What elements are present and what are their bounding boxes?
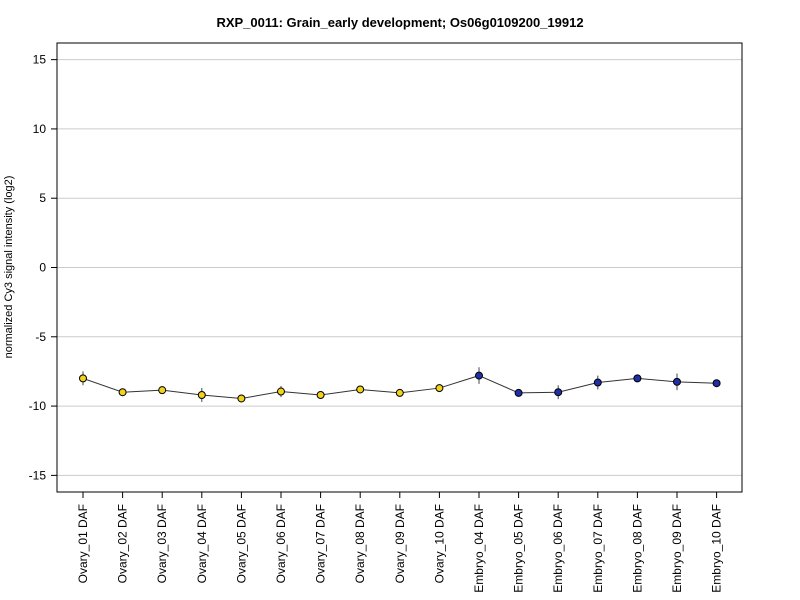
y-tick-label: -10 <box>29 399 47 413</box>
x-tick-label: Embryo_05 DAF <box>512 504 526 593</box>
data-point <box>593 378 602 387</box>
data-point <box>197 390 206 399</box>
data-point <box>277 387 285 396</box>
x-tick-label: Ovary_04 DAF <box>195 504 209 583</box>
data-point <box>356 385 365 394</box>
x-tick-label: Embryo_10 DAF <box>710 504 724 593</box>
grid-lines <box>57 59 742 476</box>
axes: -15 -10 -5 0 5 10 15 Ovary_01 DAF Ovary_02 DAF Ov… <box>29 53 724 593</box>
x-tick-label: Ovary_09 DAF <box>393 504 407 583</box>
chart-title: RXP_0011: Grain_early development; Os06g… <box>216 15 583 30</box>
x-tick-label: Embryo_04 DAF <box>472 504 486 593</box>
x-tick-label: Ovary_10 DAF <box>432 504 446 583</box>
data-point <box>514 388 523 397</box>
data-point <box>435 384 444 393</box>
data-point <box>554 388 563 397</box>
x-tick-label: Ovary_03 DAF <box>155 504 169 583</box>
y-tick-label: 0 <box>39 261 46 275</box>
y-axis-title: normalized Cy3 signal intensity (log2) <box>3 176 15 359</box>
y-tick-label: 15 <box>33 53 47 67</box>
data-point <box>475 371 483 380</box>
series <box>79 367 721 403</box>
data-point <box>395 388 404 397</box>
y-tick-label: 5 <box>39 191 46 205</box>
data-point <box>79 374 87 383</box>
x-tick-label: Ovary_01 DAF <box>76 504 90 583</box>
x-tick-label: Ovary_06 DAF <box>274 504 288 583</box>
x-tick-label: Ovary_07 DAF <box>314 504 328 583</box>
x-tick-label: Ovary_08 DAF <box>353 504 367 583</box>
y-tick-label: 10 <box>33 122 47 136</box>
y-tick-label: -5 <box>35 330 46 344</box>
x-tick-label: Ovary_02 DAF <box>116 504 130 583</box>
data-point <box>673 377 681 386</box>
data-point <box>633 374 642 383</box>
data-point <box>316 390 325 399</box>
x-tick-label: Embryo_06 DAF <box>551 504 565 593</box>
x-tick-label: Ovary_05 DAF <box>234 504 248 583</box>
x-tick-label: Embryo_09 DAF <box>670 504 684 593</box>
plot-frame <box>56 42 743 493</box>
data-point <box>158 386 167 395</box>
data-point <box>237 394 246 403</box>
x-tick-label: Embryo_08 DAF <box>630 504 644 593</box>
data-point <box>712 379 721 388</box>
data-point <box>118 388 127 397</box>
y-tick-label: -15 <box>29 468 47 482</box>
x-tick-label: Embryo_07 DAF <box>591 504 605 593</box>
